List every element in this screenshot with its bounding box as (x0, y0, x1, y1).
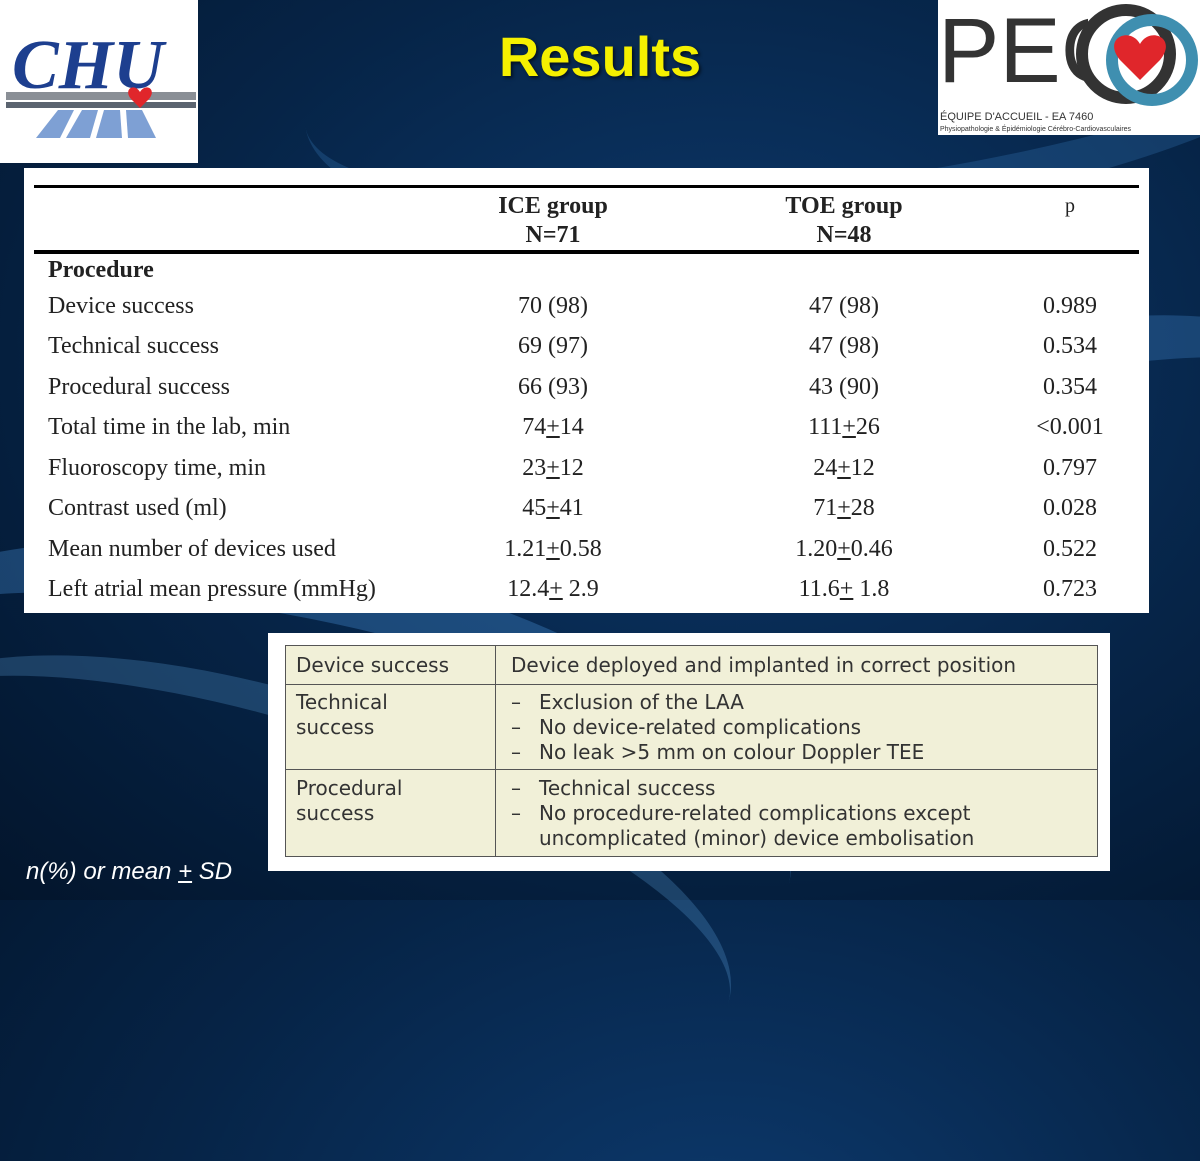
ice-value: 69 (97) (518, 333, 588, 359)
header-ice-label: ICE group (498, 193, 608, 219)
toe-value: 1.20+0.46 (795, 536, 893, 562)
heart-icon (128, 87, 152, 108)
p-value: 0.028 (1043, 495, 1097, 521)
p-value: 0.723 (1043, 576, 1097, 602)
p-value: 0.354 (1043, 374, 1097, 400)
definition-term-procedural: Procedural success (296, 776, 403, 825)
table-row: Left atrial mean pressure (mmHg) 12.4+ 2… (48, 576, 1128, 616)
p-value: 0.797 (1043, 455, 1097, 481)
row-label: Total time in the lab, min (48, 414, 291, 440)
header-ice-n: N=71 (525, 222, 581, 248)
list-item: Exclusion of the LAA (511, 690, 924, 715)
definitions-table: Device success Device deployed and impla… (285, 645, 1098, 857)
ice-value: 12.4+ 2.9 (507, 576, 599, 602)
ice-value: 45+41 (522, 495, 584, 521)
pec2-logo-tagline: Physiopathologie & Épidémiologie Cérébro… (940, 124, 1132, 133)
definition-technical: Exclusion of the LAA No device-related c… (511, 690, 924, 765)
table-row: Mean number of devices used 1.21+0.58 1.… (48, 536, 1128, 576)
header-toe-n: N=48 (816, 222, 872, 248)
p-value: <0.001 (1036, 414, 1104, 440)
header-ice-group: ICE group N=71 (453, 192, 653, 250)
definition-device: Device deployed and implanted in correct… (511, 653, 1017, 677)
p-value: 0.989 (1043, 293, 1097, 319)
list-item: No procedure-related complications excep… (511, 801, 974, 826)
header-toe-label: TOE group (785, 193, 903, 219)
table-header-rule (34, 250, 1139, 254)
table-row: Procedural success 66 (93) 43 (90) 0.354 (48, 374, 1128, 414)
section-label: Procedure (48, 257, 154, 283)
section-heading: Procedure (48, 257, 1128, 297)
heart-icon (1114, 35, 1166, 80)
list-item: No leak >5 mm on colour Doppler TEE (511, 740, 924, 765)
p-value: 0.522 (1043, 536, 1097, 562)
row-label: Procedural success (48, 374, 230, 400)
p-value: 0.534 (1043, 333, 1097, 359)
definition-term-device: Device success (296, 653, 449, 677)
list-item: Technical success (511, 776, 974, 801)
row-divider (286, 769, 1097, 770)
table-top-rule (34, 185, 1139, 188)
list-item: No device-related complications (511, 715, 924, 740)
toe-value: 47 (98) (809, 333, 879, 359)
table-row: Contrast used (ml) 45+41 71+28 0.028 (48, 495, 1128, 535)
header-p: p (1065, 195, 1075, 217)
toe-value: 43 (90) (809, 374, 879, 400)
ice-value: 74+14 (522, 414, 584, 440)
ice-value: 66 (93) (518, 374, 588, 400)
footnote: n(%) or mean + SD (26, 858, 233, 885)
row-label: Contrast used (ml) (48, 495, 227, 521)
row-divider (286, 684, 1097, 685)
pec2-logo: PEC2 ÉQUIPE D'ACCUEIL - EA 7460 Physiopa… (938, 0, 1200, 135)
row-label: Left atrial mean pressure (mmHg) (48, 576, 376, 602)
definition-term-technical: Technical success (296, 690, 388, 739)
chu-logo: CHU (0, 0, 198, 163)
column-divider (495, 646, 496, 856)
slide-title: Results (498, 25, 702, 88)
ice-value: 23+12 (522, 455, 584, 481)
row-label: Technical success (48, 333, 219, 359)
chu-logo-graphic: CHU (6, 27, 196, 138)
row-label: Fluoroscopy time, min (48, 455, 266, 481)
row-label: Mean number of devices used (48, 536, 336, 562)
list-item-continuation: uncomplicated (minor) device embolisatio… (539, 826, 975, 850)
header-toe-group: TOE group N=48 (744, 192, 944, 250)
table-row: Device success 70 (98) 47 (98) 0.989 (48, 293, 1128, 333)
pec2-logo-graphic: PEC2 ÉQUIPE D'ACCUEIL - EA 7460 Physiopa… (938, 0, 1200, 133)
table-row: Technical success 69 (97) 47 (98) 0.534 (48, 333, 1128, 373)
pec2-logo-subtitle: ÉQUIPE D'ACCUEIL - EA 7460 (940, 110, 1093, 123)
toe-value: 71+28 (813, 495, 875, 521)
results-table: ICE group N=71 TOE group N=48 p Procedur… (24, 168, 1149, 613)
ice-value: 70 (98) (518, 293, 588, 319)
row-label: Device success (48, 293, 194, 319)
toe-value: 111+26 (808, 414, 880, 440)
ice-value: 1.21+0.58 (504, 536, 602, 562)
definition-procedural: Technical success No procedure-related c… (511, 776, 974, 851)
toe-value: 47 (98) (809, 293, 879, 319)
toe-value: 24+12 (813, 455, 875, 481)
definitions-panel: Device success Device deployed and impla… (268, 633, 1110, 871)
table-row: Fluoroscopy time, min 23+12 24+12 0.797 (48, 455, 1128, 495)
table-row: Total time in the lab, min 74+14 111+26 … (48, 414, 1128, 454)
toe-value: 11.6+ 1.8 (798, 576, 890, 602)
